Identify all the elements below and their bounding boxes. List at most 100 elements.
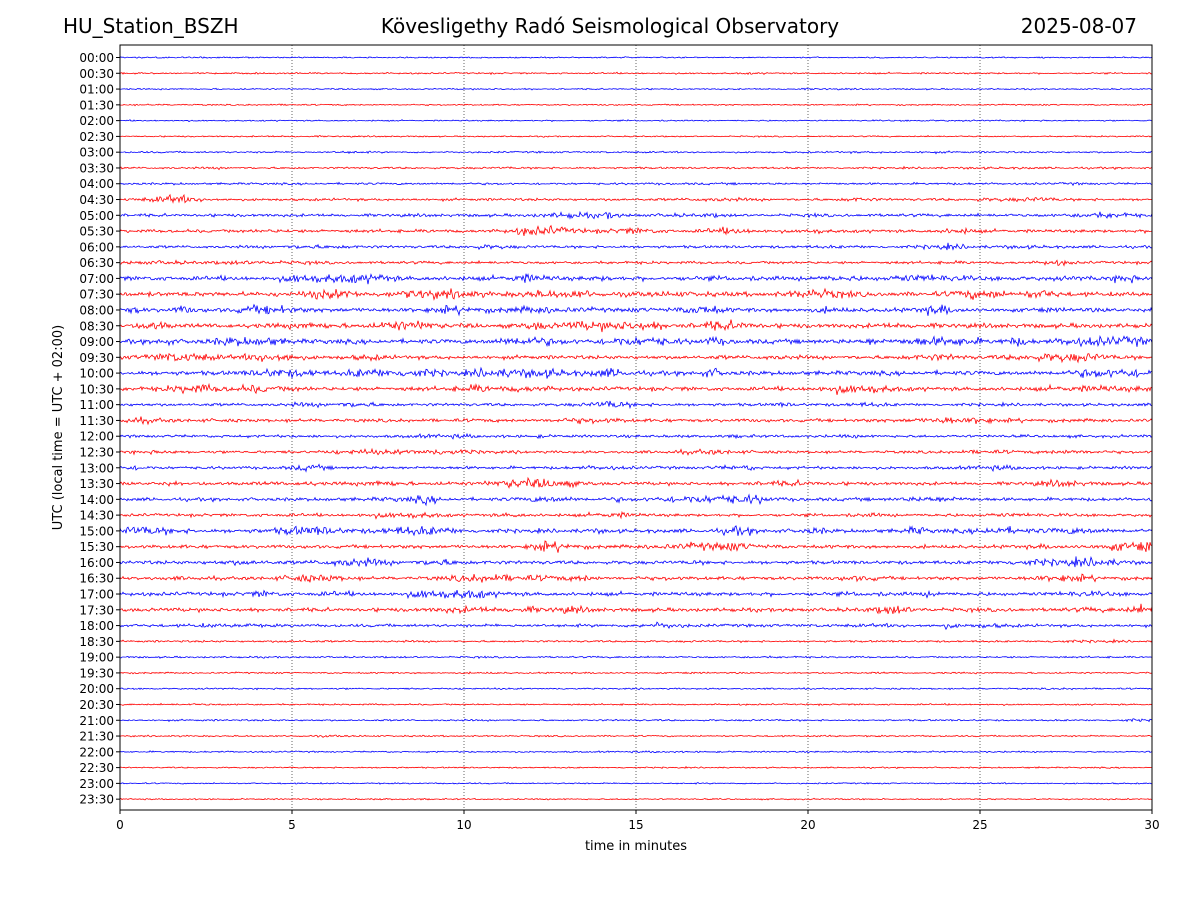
y-tick-label: 23:30: [79, 793, 114, 807]
y-tick-label: 15:00: [79, 524, 114, 538]
y-tick-label: 07:30: [79, 288, 114, 302]
trace-1930: [119, 671, 1153, 675]
trace-1400: [119, 493, 1153, 507]
trace-0930: [119, 352, 1153, 364]
y-tick-label: 14:00: [79, 493, 114, 507]
y-tick-label: 16:00: [79, 556, 114, 570]
trace-2130: [119, 734, 1153, 738]
y-tick-label: 18:30: [79, 635, 114, 649]
trace-2300: [119, 782, 1153, 785]
y-tick-label: 05:30: [79, 225, 114, 239]
trace-0500: [119, 210, 1153, 220]
trace-0400: [119, 181, 1153, 187]
x-tick-label: 25: [972, 818, 987, 832]
trace-0730: [119, 287, 1153, 301]
trace-1030: [119, 382, 1153, 395]
trace-2100: [119, 718, 1153, 723]
y-tick-label: 07:00: [79, 272, 114, 286]
x-tick-label: 5: [288, 818, 296, 832]
x-tick-label: 15: [628, 818, 643, 832]
trace-2000: [119, 687, 1153, 691]
trace-0800: [119, 303, 1153, 317]
trace-2200: [119, 750, 1153, 754]
station-name: HU_Station_BSZH: [63, 14, 239, 38]
y-tick-label: 06:30: [79, 256, 114, 270]
y-axis-label: UTC (local time = UTC + 02:00): [51, 325, 66, 530]
trace-0530: [119, 224, 1153, 237]
trace-1600: [119, 556, 1153, 568]
trace-0200: [119, 119, 1153, 123]
trace-0030: [119, 71, 1153, 76]
trace-0900: [119, 335, 1153, 348]
y-tick-label: 04:30: [79, 193, 114, 207]
trace-1730: [119, 603, 1153, 615]
trace-1130: [119, 416, 1153, 426]
trace-0000: [119, 56, 1153, 59]
y-tick-label: 17:30: [79, 603, 114, 617]
y-tick-label: 23:00: [79, 777, 114, 791]
y-tick-label: 09:00: [79, 335, 114, 349]
trace-0100: [119, 87, 1153, 91]
y-tick-label: 02:30: [79, 130, 114, 144]
trace-0130: [119, 103, 1153, 107]
trace-1530: [119, 540, 1153, 553]
y-tick-label: 14:30: [79, 509, 114, 523]
x-tick-label: 20: [800, 818, 815, 832]
y-tick-label: 17:00: [79, 588, 114, 602]
y-tick-label: 04:00: [79, 177, 114, 191]
y-tick-label: 13:00: [79, 461, 114, 475]
x-tick-label: 30: [1144, 818, 1159, 832]
y-tick-label: 15:30: [79, 540, 114, 554]
trace-1230: [119, 447, 1153, 456]
y-tick-label: 12:00: [79, 430, 114, 444]
trace-1800: [119, 621, 1153, 631]
y-tick-label: 10:30: [79, 382, 114, 396]
observatory-title: Kövesligethy Radó Seismological Observat…: [380, 14, 840, 38]
y-tick-label: 01:00: [79, 83, 114, 97]
trace-0330: [119, 165, 1153, 171]
y-tick-label: 22:00: [79, 745, 114, 759]
y-tick-label: 20:30: [79, 698, 114, 712]
trace-0600: [119, 242, 1153, 251]
x-axis-label: time in minutes: [585, 839, 687, 854]
trace-0300: [119, 150, 1153, 155]
y-tick-label: 21:30: [79, 730, 114, 744]
y-tick-label: 05:00: [79, 209, 114, 223]
trace-1330: [119, 476, 1153, 489]
y-tick-label: 22:30: [79, 761, 114, 775]
trace-1430: [119, 510, 1153, 520]
trace-0430: [119, 193, 1153, 204]
y-tick-label: 18:00: [79, 619, 114, 633]
y-tick-label: 19:30: [79, 666, 114, 680]
trace-1700: [119, 589, 1153, 600]
y-tick-label: 19:00: [79, 651, 114, 665]
trace-0630: [119, 259, 1153, 267]
y-tick-label: 08:00: [79, 303, 114, 317]
trace-1900: [119, 655, 1153, 659]
y-tick-label: 06:00: [79, 240, 114, 254]
y-tick-label: 01:30: [79, 98, 114, 112]
y-tick-label: 03:00: [79, 146, 114, 160]
trace-1300: [119, 463, 1153, 473]
y-tick-label: 09:30: [79, 351, 114, 365]
y-tick-label: 00:30: [79, 67, 114, 81]
x-tick-label: 10: [456, 818, 471, 832]
trace-1500: [119, 525, 1153, 537]
trace-1000: [119, 366, 1153, 379]
trace-0830: [119, 319, 1153, 333]
trace-2330: [119, 797, 1153, 801]
trace-2030: [119, 702, 1153, 707]
trace-0230: [119, 134, 1153, 138]
y-tick-label: 12:30: [79, 446, 114, 460]
trace-1100: [119, 400, 1153, 410]
record-date: 2025-08-07: [1020, 14, 1137, 38]
trace-1830: [119, 638, 1153, 644]
y-tick-label: 11:00: [79, 398, 114, 412]
trace-0700: [119, 273, 1153, 285]
trace-2230: [119, 765, 1153, 770]
y-tick-label: 03:30: [79, 161, 114, 175]
y-tick-label: 08:30: [79, 319, 114, 333]
y-tick-label: 13:30: [79, 477, 114, 491]
